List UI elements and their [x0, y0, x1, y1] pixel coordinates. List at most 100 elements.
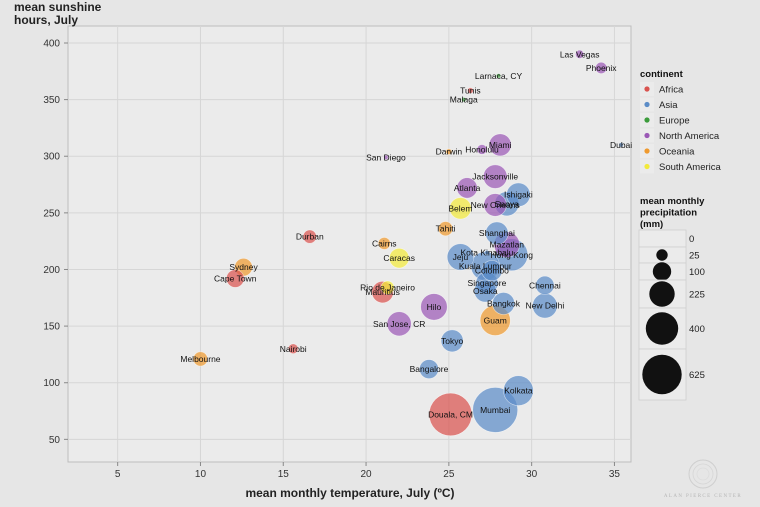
bubble-dubai — [618, 142, 624, 148]
y-tick-label: 200 — [43, 265, 60, 276]
bubble-cape-town — [226, 269, 245, 288]
point-label-mumbai: Mumbai — [480, 405, 510, 415]
point-label-durban: Durban — [296, 232, 324, 242]
point-label-jeju: Jeju — [453, 252, 469, 262]
size-legend-label: 400 — [689, 324, 705, 335]
point-label-san-jose-cr: San Jose, CR — [373, 319, 425, 329]
point-label-dubai: Dubai — [610, 140, 632, 150]
legend-key-asia — [644, 101, 650, 108]
bubble-tahiti — [438, 221, 453, 237]
x-tick-label: 5 — [115, 469, 121, 480]
bubble-shanghai — [485, 221, 509, 245]
x-tick-label: 15 — [278, 469, 290, 480]
bubble-osaka — [473, 279, 497, 303]
point-label-honolulu: Honolulu — [465, 144, 499, 154]
size-legend-label: 625 — [689, 370, 705, 381]
point-label-hilo: Hilo — [427, 302, 442, 312]
legend-key-oceania — [644, 148, 650, 154]
bubble-bangalore — [419, 359, 439, 379]
legend-label-europe: Europe — [659, 116, 690, 127]
size-legend-circle — [642, 354, 682, 395]
point-label-kolkata: Kolkata — [504, 386, 533, 396]
legend-label-north-america: North America — [659, 131, 720, 142]
point-label-larnaca-cy: Larnaca, CY — [475, 71, 523, 81]
bubble-new-orleans — [483, 193, 507, 217]
plot-panel — [67, 25, 632, 463]
bubble-caracas — [389, 247, 410, 269]
y-axis-ticks: 50 100 150 200 250 300 350 400 — [43, 38, 68, 446]
point-label-melbourne: Melbourne — [180, 354, 220, 364]
point-label-new-orleans: New Orleans — [471, 200, 520, 210]
point-label-belem: Belem — [448, 203, 472, 213]
point-label-bangalore: Bangalore — [410, 364, 449, 374]
y-tick-label: 50 — [49, 435, 61, 446]
point-label-nairobi: Nairobi — [280, 344, 307, 354]
x-tick-label: 20 — [360, 469, 372, 480]
point-label-guam: Guam — [484, 315, 507, 325]
point-label-atlanta: Atlanta — [454, 183, 481, 193]
point-label-tunis: Tunis — [460, 86, 480, 96]
point-label-mazatlan: Mazatlan — [490, 240, 525, 250]
point-label-phoenix: Phoenix — [586, 63, 617, 73]
point-label-hong-kong: Hong Kong — [491, 250, 534, 260]
watermark-logo: ALAN PIERCE CENTER — [664, 459, 741, 499]
y-axis-title-line2: hours, July — [14, 13, 78, 27]
point-label-colombo: Colombo — [475, 266, 509, 276]
x-tick-label: 35 — [609, 469, 621, 480]
x-axis-ticks: 5 10 15 20 25 30 35 — [115, 462, 621, 480]
bubble-cairns — [377, 237, 391, 250]
bubble-jacksonville — [483, 164, 508, 189]
bubble-san-diego — [383, 154, 389, 160]
bubble-las-vegas — [575, 49, 585, 59]
point-label-caracas: Caracas — [383, 253, 415, 263]
size-legend-circle — [649, 281, 675, 307]
y-tick-label: 100 — [43, 378, 60, 389]
size-legend-circle — [656, 249, 668, 261]
grid-lines — [68, 26, 631, 462]
x-tick-label: 25 — [443, 469, 455, 480]
point-label-las-vegas: Las Vegas — [560, 49, 600, 59]
point-label-tahiti: Tahiti — [436, 224, 456, 234]
point-label-chennai: Chennai — [529, 280, 561, 290]
bubble-kolkata — [503, 375, 534, 406]
bubble-darwin — [445, 148, 453, 155]
bubble-durban — [302, 229, 317, 244]
size-legend-circle — [645, 312, 679, 345]
point-label-new-delhi: New Delhi — [526, 301, 565, 311]
legend-key-africa — [644, 86, 650, 92]
point-label-singapore: Singapore — [468, 278, 507, 288]
bubble-larnaca-cy — [496, 73, 502, 79]
bubble-colombo — [481, 260, 503, 282]
y-tick-label: 350 — [43, 95, 60, 106]
point-label-kuala-lumpur: Kuala Lumpur — [459, 261, 512, 271]
point-label-jacksonville: Jacksonville — [472, 172, 518, 182]
bubble-hilo — [420, 293, 448, 321]
bubble-nairobi — [287, 343, 299, 354]
bubble-chennai — [535, 275, 555, 295]
size-legend-label: 100 — [689, 267, 705, 278]
continent-legend: continent Africa Asia Europe North America O… — [640, 69, 721, 174]
size-legend-key-bg — [638, 229, 687, 248]
y-axis-title-line1: mean sunshine — [14, 0, 102, 14]
bubble-layer — [193, 49, 624, 437]
bubble-ishigaki — [506, 182, 531, 207]
bubble-atlanta — [456, 177, 478, 199]
point-label-rio-de-janeiro: Rio de Janeiro — [360, 283, 415, 293]
legend-key-europe — [644, 117, 650, 123]
bubble-tokyo — [440, 329, 464, 353]
continent-legend-title: continent — [640, 69, 684, 80]
bubble-douala-cm — [428, 392, 473, 437]
point-label-cairns: Cairns — [372, 238, 397, 248]
y-tick-label: 250 — [43, 208, 60, 219]
x-tick-label: 30 — [526, 469, 538, 480]
bubble-rio-de-janeiro — [380, 280, 395, 295]
size-legend-label: 25 — [689, 251, 700, 262]
point-label-darwin: Darwin — [436, 147, 463, 157]
point-label-san-diego: San Diego — [366, 152, 406, 162]
legend-label-africa: Africa — [659, 85, 684, 96]
y-tick-label: 150 — [43, 322, 60, 333]
point-label-malaga: Malaga — [450, 95, 478, 105]
